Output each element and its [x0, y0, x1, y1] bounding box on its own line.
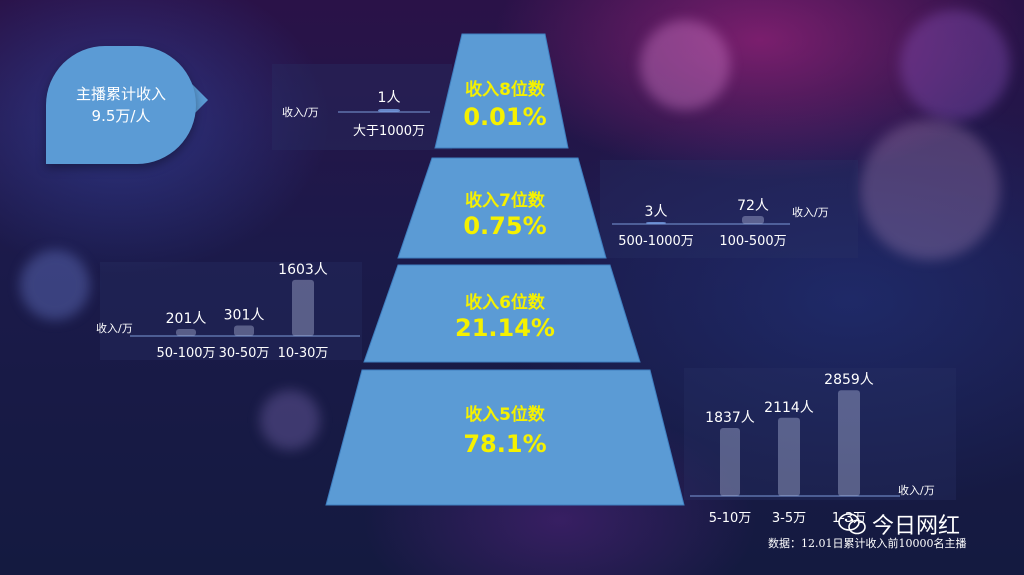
- bokeh-light: [20, 250, 90, 320]
- bar-50-100万: [176, 328, 196, 336]
- tier-title: 收入7位数: [465, 190, 546, 211]
- pyramid-tier: [397, 157, 607, 259]
- category-label: 500-1000万: [618, 234, 694, 249]
- tier-unit-label: 收入/万: [898, 483, 935, 497]
- bar-value-label: 301人: [224, 307, 265, 323]
- tier-panel-bg: [684, 368, 956, 500]
- tier-unit-label: 收入/万: [792, 205, 829, 219]
- bokeh-light: [640, 20, 730, 110]
- bar-value-label: 1人: [378, 90, 401, 106]
- category-label: 3-5万: [772, 511, 806, 526]
- tier-percent: 0.01%: [463, 103, 546, 131]
- pyramid-tier: [325, 369, 685, 506]
- tier-percent: 0.75%: [463, 212, 546, 240]
- tier-percent: 78.1%: [463, 430, 546, 458]
- tier-panel-bg: [600, 160, 858, 258]
- bar-value-label: 1603人: [278, 262, 328, 278]
- pyramid-tier: [363, 264, 641, 363]
- data-source-note: 数据：12.01日累计收入前10000名主播: [768, 537, 967, 550]
- tier-unit-label: 收入/万: [96, 321, 133, 335]
- category-label: 大于1000万: [353, 124, 425, 139]
- tier-panel-bg: [100, 262, 362, 360]
- bar-30-50万: [234, 325, 254, 336]
- category-label: 10-30万: [278, 346, 329, 361]
- tier-title: 收入8位数: [465, 79, 546, 100]
- pyramid-tier: [434, 33, 569, 149]
- category-label: 30-50万: [219, 346, 270, 361]
- category-label: 50-100万: [156, 346, 215, 361]
- badge-title: 主播累计收入: [75, 85, 166, 103]
- tier-percent: 21.14%: [455, 314, 555, 342]
- bokeh-light: [900, 10, 1010, 120]
- bar-value-label: 2859人: [824, 372, 874, 388]
- category-label: 100-500万: [719, 234, 786, 249]
- bokeh-light: [860, 120, 1000, 260]
- bar-3-5万: [778, 417, 800, 496]
- bar-1-3万: [838, 390, 860, 496]
- badge-value: 9.5万/人: [91, 107, 151, 125]
- bar-value-label: 2114人: [764, 400, 814, 416]
- bar-500-1000万: [646, 222, 666, 224]
- average-income-badge: 主播累计收入 9.5万/人: [46, 46, 196, 164]
- tier-title: 收入6位数: [465, 292, 546, 313]
- bar-5-10万: [720, 428, 740, 496]
- bar-value-label: 1837人: [705, 410, 755, 426]
- bokeh-light: [260, 390, 320, 450]
- bar-value-label: 3人: [645, 204, 668, 220]
- category-label: 5-10万: [709, 511, 752, 526]
- tier-unit-label: 收入/万: [282, 105, 319, 119]
- category-label: 1-3万: [832, 511, 866, 526]
- bar-value-label: 201人: [166, 311, 207, 327]
- brand-name: 今日网红: [872, 514, 961, 539]
- bar-10-30万: [292, 279, 314, 336]
- bar-大于1000万: [378, 109, 400, 112]
- tier-panel-bg: [272, 64, 452, 150]
- bar-100-500万: [742, 216, 764, 224]
- wechat-icon: [838, 513, 866, 535]
- brand-logo: 今日网红: [838, 508, 960, 540]
- tier-title: 收入5位数: [465, 404, 546, 425]
- bar-value-label: 72人: [737, 198, 769, 214]
